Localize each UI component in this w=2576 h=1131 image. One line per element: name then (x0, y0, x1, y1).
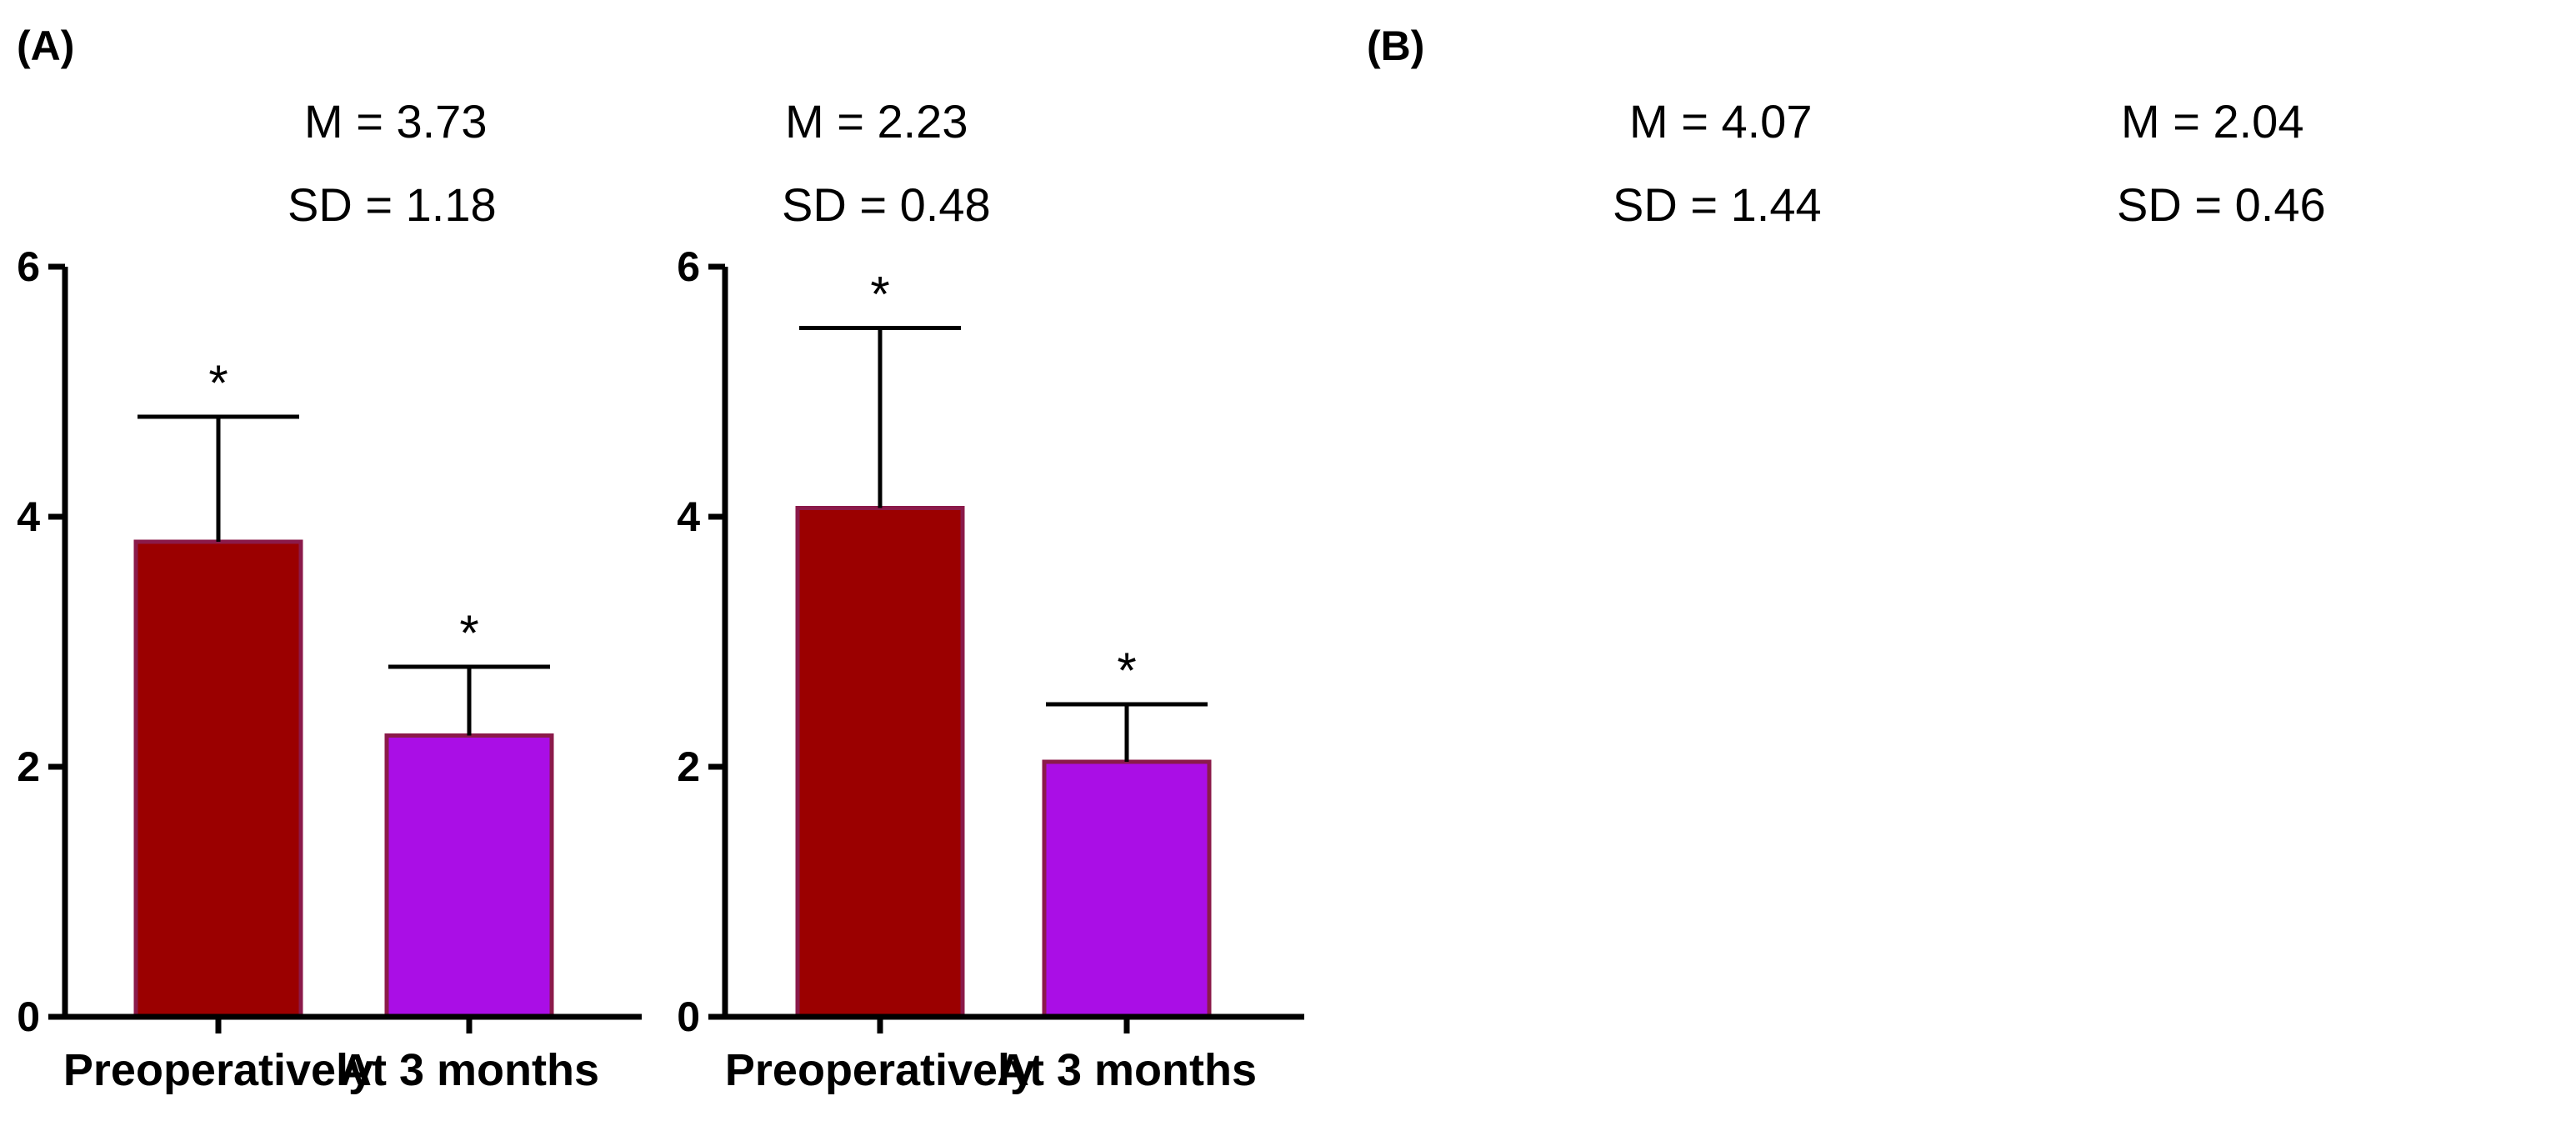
panel-b-significance-1: * (870, 267, 889, 323)
panel-a-label: (A) (17, 23, 74, 69)
panel-b-bar-2-sd: SD = 0.46 (2117, 178, 2326, 231)
panel-a-bar-1 (133, 539, 303, 1019)
panel-b-bar-1-sd: SD = 1.44 (1613, 178, 1822, 231)
panel-a-significance-1: * (208, 355, 228, 411)
panel-a-category-label-1: Preoperatively (63, 1045, 373, 1095)
panel-b-y-tick-label-2: 2 (677, 743, 700, 790)
panel-b: (B) M = 4.07 SD = 1.44 M = 2.04 SD = 0.4… (677, 23, 2325, 1095)
panel-b-bar-2 (1042, 759, 1212, 1019)
panel-b-y-tick-label-6: 6 (677, 243, 700, 290)
panel-b-bar-1 (795, 506, 965, 1019)
panel-b-significance-2: * (1117, 643, 1136, 698)
panel-b-bar-1-mean: M = 4.07 (1629, 95, 1812, 148)
panel-a-category-label-2: At 3 months (339, 1045, 599, 1095)
panel-b-category-label-2: At 3 months (997, 1045, 1257, 1095)
panel-a-y-tick-label-2: 2 (17, 743, 40, 790)
panel-a-y-tick-label-4: 4 (17, 493, 40, 540)
panel-b-bar-2-mean: M = 2.04 (2121, 95, 2303, 148)
panel-a-y-tick-label-0: 0 (17, 993, 40, 1040)
panel-a-y-tick-label-6: 6 (17, 243, 40, 290)
panel-b-category-label-1: Preoperatively (725, 1045, 1035, 1095)
panel-b-y-tick-label-0: 0 (677, 993, 700, 1040)
panel-b-y-tick-label-4: 4 (677, 493, 700, 540)
panel-a-bar-1-mean: M = 3.73 (304, 95, 487, 148)
panel-a-significance-2: * (459, 605, 478, 661)
panel-a-bar-2 (384, 733, 554, 1019)
panel-a-bar-1-sd: SD = 1.18 (288, 178, 497, 231)
panel-a-bar-2-sd: SD = 0.48 (782, 178, 991, 231)
panel-a-bar-2-mean: M = 2.23 (785, 95, 968, 148)
panel-a: (A) M = 3.73 SD = 1.18 M = 2.23 SD = 0.4… (17, 23, 991, 1095)
panel-b-label: (B) (1367, 23, 1424, 69)
